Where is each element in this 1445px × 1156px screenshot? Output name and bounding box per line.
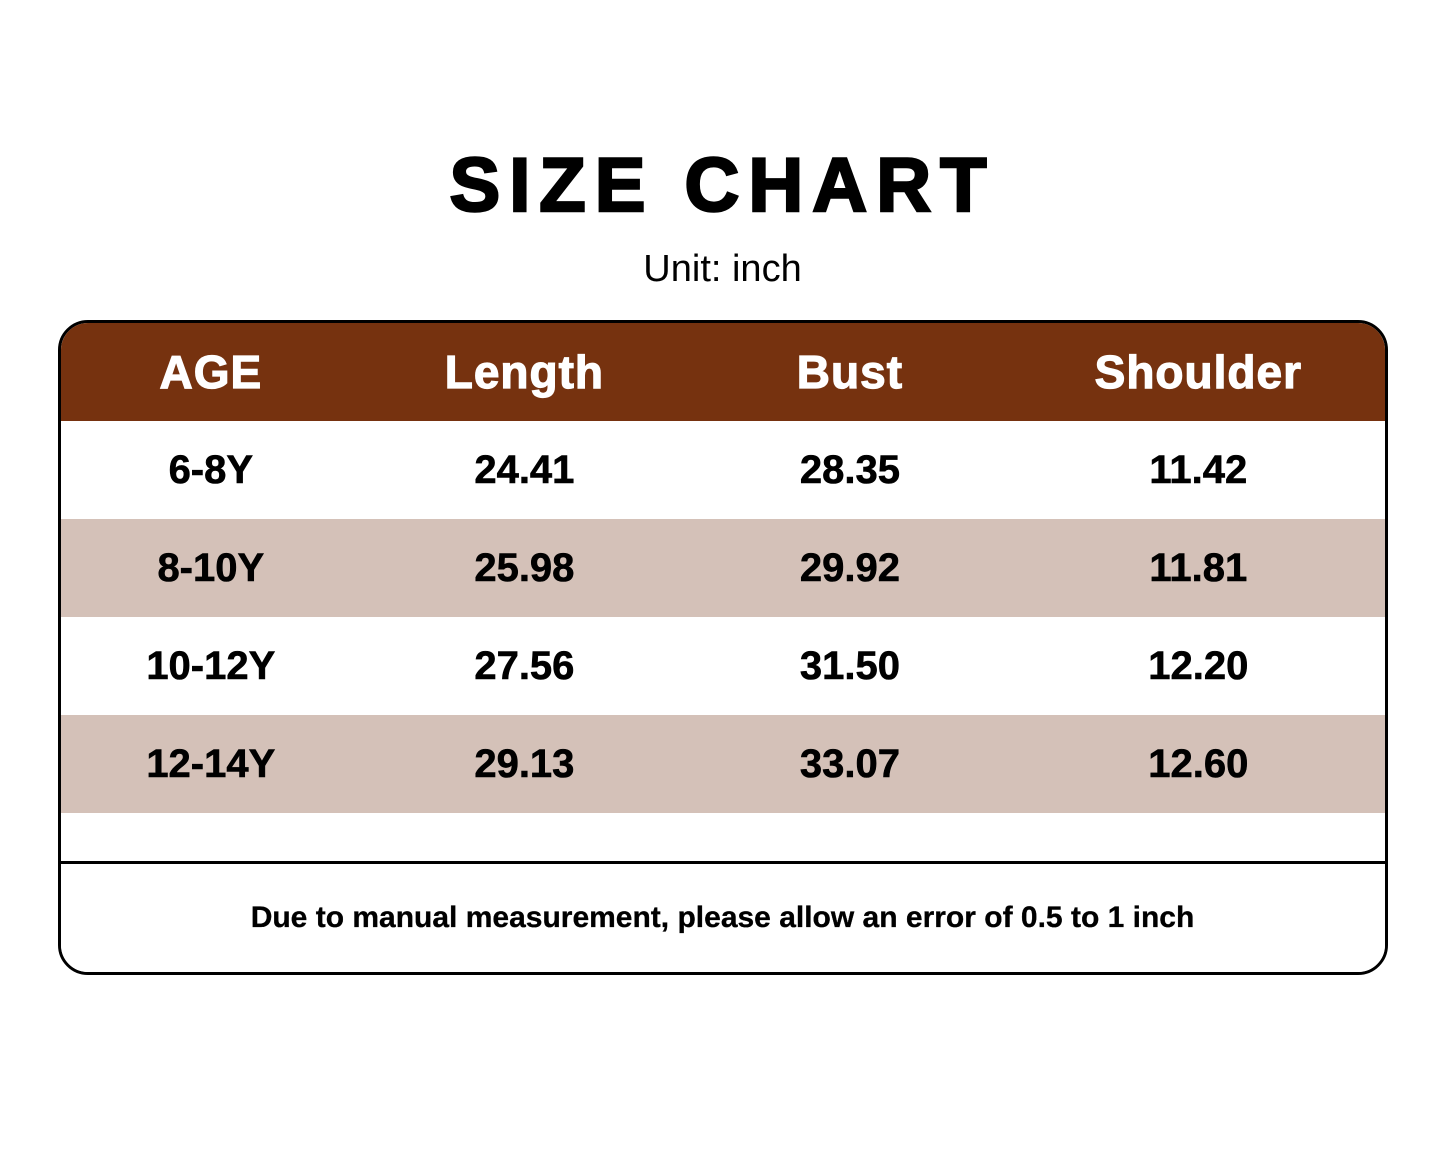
table-cell-shoulder: 11.42 <box>1149 447 1248 492</box>
size-table: AGE Length Bust Shoulder 6-8Y 24.41 28.3… <box>57 320 1388 975</box>
table-row: 6-8Y 24.41 28.35 11.42 <box>60 421 1385 519</box>
header-cell-age: AGE <box>159 345 263 398</box>
table-cell-shoulder: 11.81 <box>1149 545 1248 590</box>
measurement-note-row: Due to manual measurement, please allow … <box>60 861 1385 972</box>
table-cell-bust: 33.07 <box>799 741 901 786</box>
table-row: 10-12Y 27.56 31.50 12.20 <box>60 617 1385 715</box>
table-cell-length: 29.13 <box>474 741 575 786</box>
table-cell-bust: 31.50 <box>799 643 901 688</box>
table-cell-age: 6-8Y <box>168 447 254 492</box>
table-cell-length: 24.41 <box>474 447 575 492</box>
table-cell-length: 27.56 <box>474 643 575 688</box>
table-cell-bust: 28.35 <box>799 447 901 492</box>
table-cell-age: 8-10Y <box>157 545 265 590</box>
header-cell-length: Length <box>444 345 605 398</box>
table-cell-length: 25.98 <box>474 545 575 590</box>
page-title: SIZE CHART <box>448 143 996 228</box>
table-cell-shoulder: 12.60 <box>1148 741 1249 786</box>
table-cell-age: 12-14Y <box>146 741 276 786</box>
table-cell-age: 10-12Y <box>146 643 276 688</box>
spacer-row <box>60 813 1385 861</box>
header-cell-shoulder: Shoulder <box>1094 345 1302 398</box>
table-row: 8-10Y 25.98 29.92 11.81 <box>60 519 1385 617</box>
measurement-note: Due to manual measurement, please allow … <box>250 901 1195 934</box>
table-cell-shoulder: 12.20 <box>1148 643 1249 688</box>
table-cell-bust: 29.92 <box>799 545 901 590</box>
table-row: 12-14Y 29.13 33.07 12.60 <box>60 715 1385 813</box>
unit-label: Unit: inch <box>643 248 802 290</box>
table-header-row: AGE Length Bust Shoulder <box>60 323 1385 421</box>
header-cell-bust: Bust <box>796 345 904 398</box>
